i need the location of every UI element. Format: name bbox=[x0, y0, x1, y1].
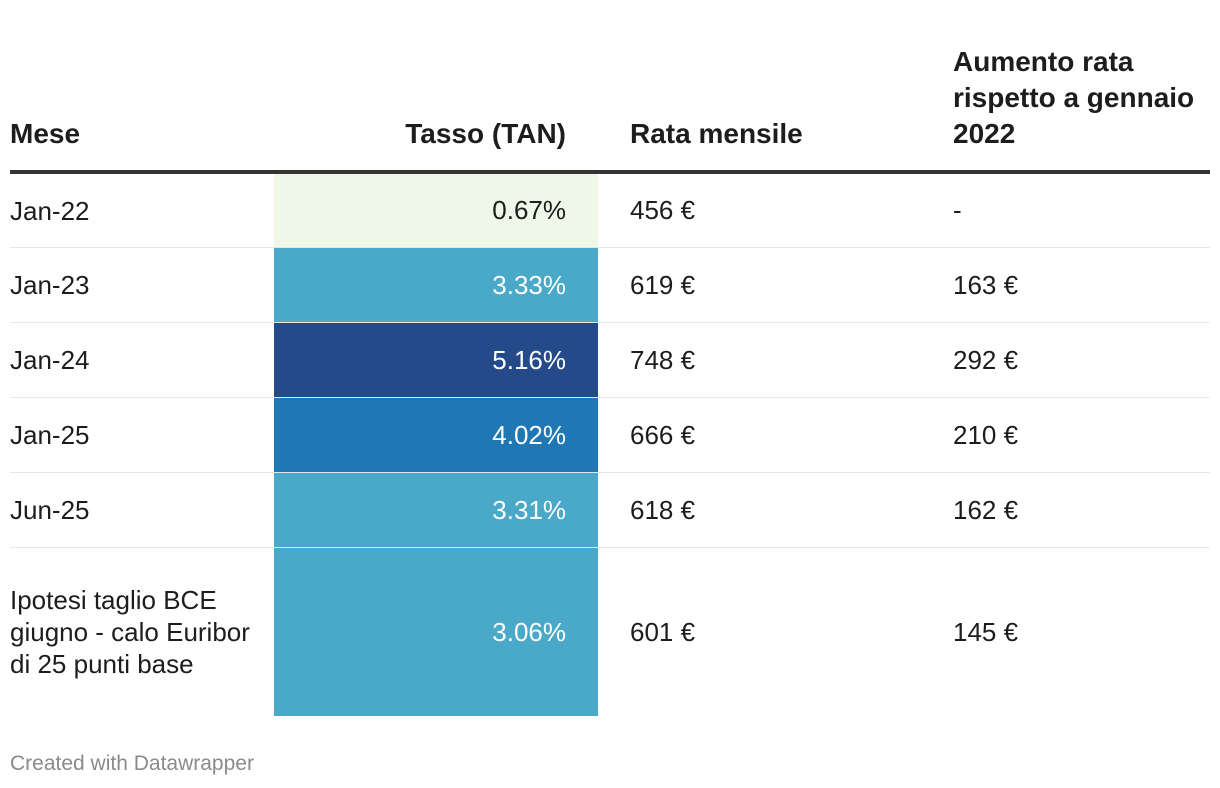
cell-tasso: 3.06% bbox=[274, 548, 598, 716]
cell-rata: 619 € bbox=[630, 269, 696, 300]
header-aumento: Aumento rata rispetto a gennaio 2022 bbox=[953, 46, 1195, 149]
data-table: Mese Tasso (TAN) Rata mensile Aumento ra… bbox=[10, 0, 1210, 716]
cell-tasso: 5.16% bbox=[274, 323, 598, 397]
cell-rata: 666 € bbox=[630, 419, 696, 450]
cell-mese: Jan-24 bbox=[10, 345, 90, 375]
table-body: Jan-22 0.67% 456 € - Jan-23 3.33% 619 €163 € Ja… bbox=[10, 174, 1210, 716]
cell-tasso: 3.33% bbox=[274, 248, 598, 322]
cell-rata: 601 € bbox=[630, 616, 696, 647]
cell-rata: 748 € bbox=[630, 344, 696, 375]
cell-mese: Jan-25 bbox=[10, 420, 90, 450]
header-mese: Mese bbox=[10, 118, 81, 149]
footer-credit: Created with Datawrapper bbox=[10, 752, 254, 775]
table-row: Jan-23 3.33% 619 € 163 € bbox=[10, 248, 1210, 323]
cell-aumento: 162 € bbox=[953, 494, 1019, 525]
cell-aumento: 292 € bbox=[953, 344, 1019, 375]
table-row: Jun-25 3.31% 618 € 162 € bbox=[10, 473, 1210, 548]
header-rata: Rata mensile bbox=[630, 118, 803, 149]
cell-aumento: - bbox=[953, 195, 962, 225]
cell-tasso: 3.31% bbox=[274, 473, 598, 547]
table-row: Ipotesi taglio BCE giugno - calo Euribor… bbox=[10, 548, 1210, 716]
cell-mese: Jan-23 bbox=[10, 270, 90, 300]
table-row: Jan-24 5.16% 748 € 292 € bbox=[10, 323, 1210, 398]
table-row: Jan-22 0.67% 456 € - bbox=[10, 174, 1210, 248]
cell-tasso: 0.67% bbox=[274, 174, 598, 247]
table-row: Jan-25 4.02% 666 € 210 € bbox=[10, 398, 1210, 473]
cell-aumento: 210 € bbox=[953, 419, 1019, 450]
header-tasso: Tasso (TAN) bbox=[405, 118, 566, 149]
cell-aumento: 163 € bbox=[953, 269, 1019, 300]
cell-mese: Jun-25 bbox=[10, 495, 90, 525]
cell-tasso: 4.02% bbox=[274, 398, 598, 472]
cell-mese: Ipotesi taglio BCE giugno - calo Euribor… bbox=[10, 585, 250, 679]
cell-aumento: 145 € bbox=[953, 616, 1019, 647]
cell-mese: Jan-22 bbox=[10, 195, 90, 226]
cell-rata: 456 € bbox=[630, 195, 696, 225]
cell-rata: 618 € bbox=[630, 494, 696, 525]
table-header: Mese Tasso (TAN) Rata mensile Aumento ra… bbox=[10, 0, 1210, 174]
